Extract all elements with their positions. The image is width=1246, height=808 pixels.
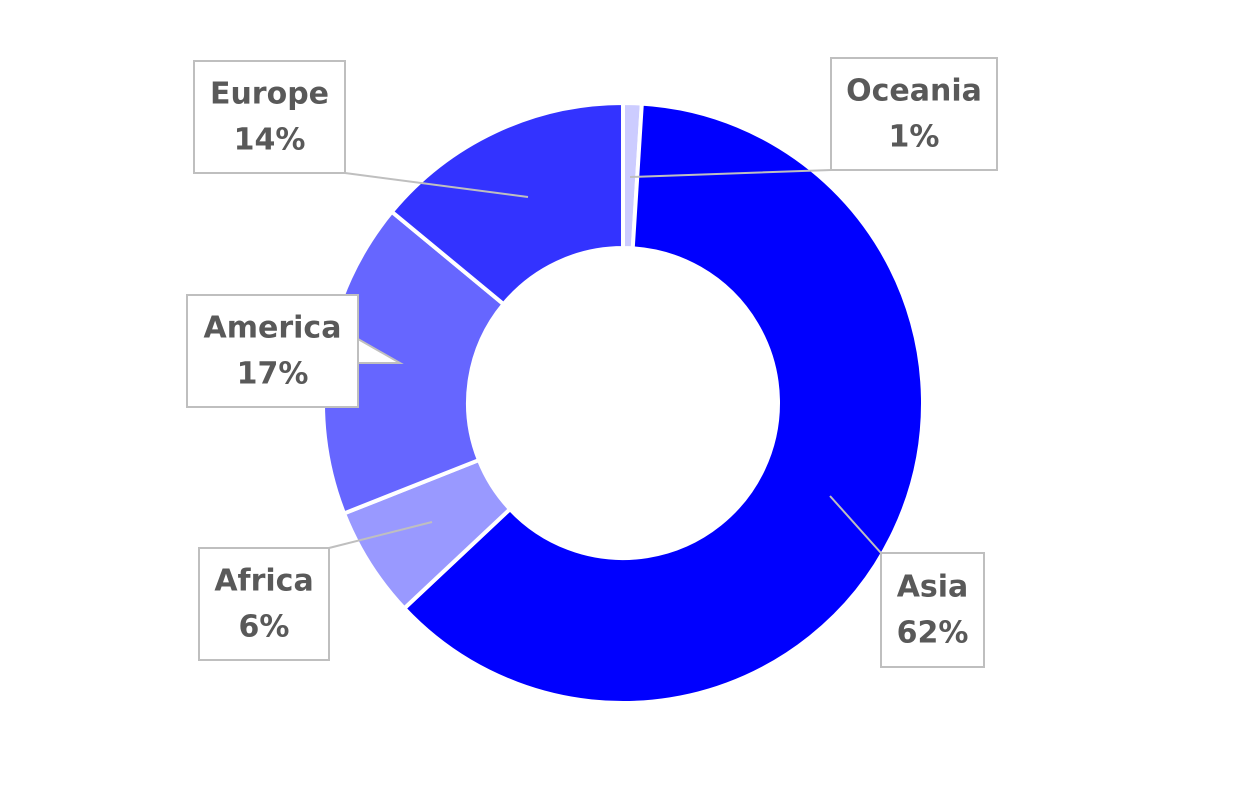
callout-box bbox=[830, 57, 998, 171]
data-label-value: 1% bbox=[889, 120, 940, 155]
data-label-value: 62% bbox=[897, 616, 969, 651]
data-label-name: Europe bbox=[210, 77, 329, 112]
callout-pointer bbox=[629, 169, 832, 178]
callout-box bbox=[198, 547, 330, 661]
callout-pointer bbox=[328, 521, 433, 549]
data-label-name: Africa bbox=[214, 564, 313, 599]
slice bbox=[321, 208, 507, 517]
data-label-value: 14% bbox=[234, 123, 306, 158]
callout-box bbox=[193, 60, 346, 174]
data-label-name: America bbox=[204, 311, 342, 346]
callout-box bbox=[186, 294, 359, 408]
callout-pointer bbox=[344, 172, 529, 198]
slice bbox=[401, 101, 925, 705]
data-label-value: 17% bbox=[237, 357, 309, 392]
slice bbox=[389, 100, 625, 308]
callout-box bbox=[880, 552, 985, 668]
data-label-value: 6% bbox=[239, 610, 290, 645]
data-label-name: Asia bbox=[897, 570, 969, 605]
callout-pointer bbox=[829, 495, 882, 554]
data-label-name: Oceania bbox=[846, 74, 982, 109]
